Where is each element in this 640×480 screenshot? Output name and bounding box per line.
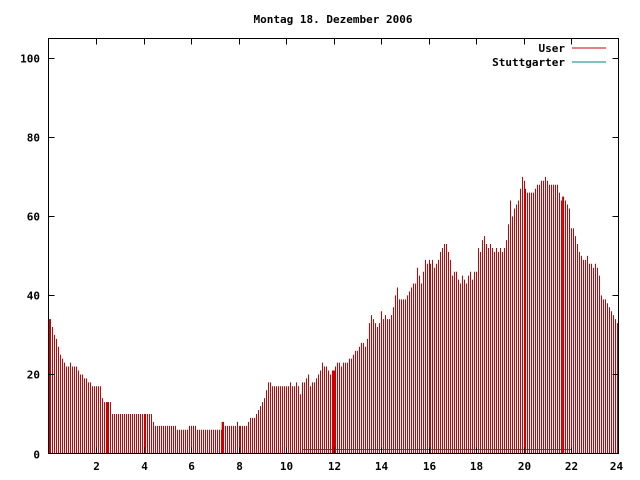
x-tick-label: 20 bbox=[518, 460, 531, 473]
y-tick-label: 60 bbox=[27, 211, 40, 224]
x-tick-label: 4 bbox=[141, 460, 148, 473]
x-tick-label: 10 bbox=[280, 460, 293, 473]
x-tick-label: 6 bbox=[188, 460, 195, 473]
legend-label-stuttgarter: Stuttgarter bbox=[492, 56, 565, 69]
x-tick-label: 12 bbox=[328, 460, 341, 473]
y-tick-label: 40 bbox=[27, 290, 40, 303]
y-tick-label: 100 bbox=[20, 53, 40, 66]
y-tick-label: 80 bbox=[27, 132, 40, 145]
data-layer bbox=[49, 176, 618, 454]
legend: User Stuttgarter bbox=[492, 42, 606, 69]
x-tick-label: 18 bbox=[470, 460, 483, 473]
y-tick-label: 0 bbox=[33, 449, 40, 462]
x-tick-label: 14 bbox=[375, 460, 389, 473]
x-tick-label: 22 bbox=[565, 460, 578, 473]
x-tick-label: 16 bbox=[423, 460, 437, 473]
chart-title: Montag 18. Dezember 2006 bbox=[254, 13, 413, 26]
x-tick-label: 2 bbox=[93, 460, 100, 473]
plot-frame bbox=[48, 38, 619, 454]
x-tick-label: 8 bbox=[236, 460, 243, 473]
x-tick-label: 24 bbox=[610, 460, 624, 473]
y-tick-label: 20 bbox=[27, 369, 40, 382]
legend-label-user: User bbox=[539, 42, 566, 55]
